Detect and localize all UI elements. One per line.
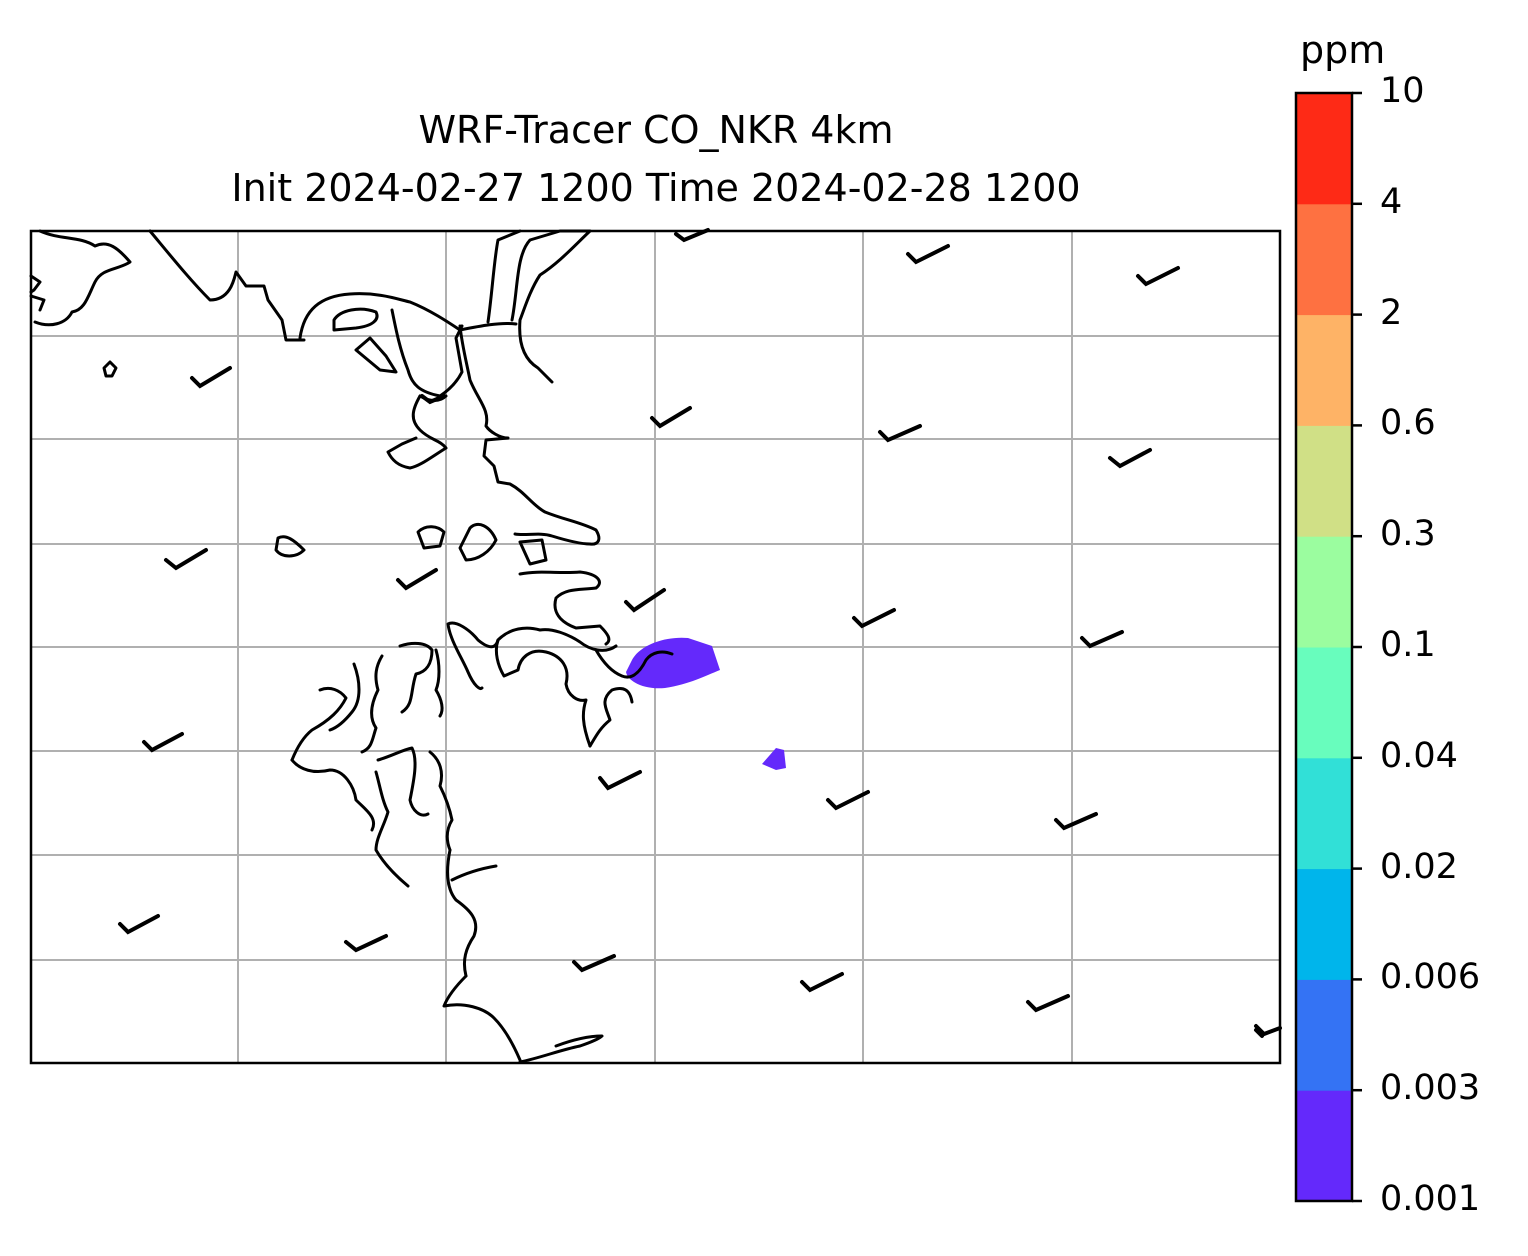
wind-barb [572,954,616,973]
wind-barb [878,424,922,443]
colorbar-ticks [1352,91,1362,1203]
coastline [290,758,375,832]
coastline [588,687,634,748]
wind-barb [420,394,446,405]
colorbar-tick-label: 0.6 [1380,403,1436,444]
coastline [290,686,348,762]
coastline [328,662,361,732]
colorbar-tick-label: 0.04 [1380,735,1458,776]
wind-barb [1054,812,1098,831]
wind-barbs [118,228,1282,1038]
colorbar-segment [1296,868,1352,980]
colorbar-tick-label: 0.1 [1380,625,1436,665]
wind-barb [164,548,208,571]
secondary-plume [762,748,786,770]
coastline [446,848,478,978]
coastline [518,570,611,646]
wind-barb [1108,448,1152,469]
colorbar-segment [1296,425,1352,537]
coastline [442,974,522,1062]
wind-barb [344,934,388,953]
coastline [458,523,498,562]
wind-barb [906,244,950,265]
colorbar-tick-label: 4 [1380,181,1403,222]
colorbar-tick-label: 0.3 [1380,514,1436,555]
coastline [434,648,444,718]
wind-barb [674,228,710,243]
coastline [148,229,306,342]
wind-barb [1026,994,1070,1013]
colorbar-tick-label: 0.003 [1380,1068,1481,1109]
coastline [450,864,498,882]
tracer-plumes [626,637,786,770]
coastline [360,654,384,754]
colorbar-segment [1296,979,1352,1091]
coastline [594,648,674,679]
coastline [446,621,500,690]
colorbar-tick-label: 2 [1380,292,1403,333]
colorbar-tick-label: 0.006 [1380,957,1481,998]
wind-barb [598,770,642,791]
coastline [486,229,522,324]
coastline [494,626,618,748]
coastline [332,307,379,332]
coastline [29,294,46,312]
colorbar-segment [1296,757,1352,870]
colorbar-segment [1296,203,1352,316]
colorbar-tick-label: 0.001 [1380,1179,1481,1219]
wind-barb [1254,1024,1282,1037]
wind-barb [142,732,184,753]
colorbar-tick-label: 10 [1380,71,1425,111]
coastline [458,324,601,546]
wind-barb [190,366,232,389]
wind-barb [396,568,438,591]
wind-barb [1080,630,1124,649]
coastline [374,770,410,888]
colorbar-segment [1296,314,1352,426]
coastline [298,292,518,340]
wind-barb [852,608,896,629]
coastline [376,746,430,817]
main-plume [626,637,720,689]
chart-title-line1: WRF-Tracer CO_NKR 4km [418,108,894,152]
colorbar-segment [1296,536,1352,648]
colorbar [1296,93,1352,1202]
coastline [398,641,434,714]
coastline [33,229,132,327]
wind-barb [118,914,160,935]
colorbar-tick-label: 0.02 [1380,846,1458,887]
wind-barb [800,972,844,993]
coastline [428,750,454,852]
coastline [518,538,548,566]
wind-barb [650,406,692,429]
wind-barb [624,588,666,613]
coastlines [29,229,674,1064]
colorbar-segment [1296,93,1352,205]
coastline [518,1034,604,1064]
coastline [390,308,464,398]
coastline [29,274,42,294]
wind-barb [826,790,870,811]
coastline [386,394,448,470]
coastline [416,525,446,550]
map-frame [29,229,1282,1065]
colorbar-segment [1296,647,1352,759]
colorbar-unit-label: ppm [1300,28,1386,72]
coastline [102,360,118,378]
chart-title-line2: Init 2024-02-27 1200 Time 2024-02-28 120… [231,166,1081,210]
coastline [510,229,592,384]
wind-barb [1254,1028,1264,1038]
coastline [354,336,398,374]
wind-barb [1136,266,1180,287]
coastline [274,535,306,558]
colorbar-segment [1296,1090,1352,1202]
